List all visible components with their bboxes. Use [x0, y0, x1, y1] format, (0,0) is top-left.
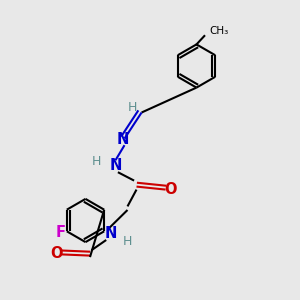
Text: F: F [55, 225, 65, 240]
Text: H: H [122, 235, 132, 248]
Text: CH₃: CH₃ [209, 26, 229, 36]
Text: H: H [127, 100, 137, 114]
Text: H: H [92, 155, 102, 169]
Text: N: N [104, 226, 117, 241]
Text: O: O [50, 246, 63, 261]
Text: O: O [164, 182, 177, 196]
Text: N: N [117, 132, 130, 147]
Text: N: N [109, 158, 122, 173]
